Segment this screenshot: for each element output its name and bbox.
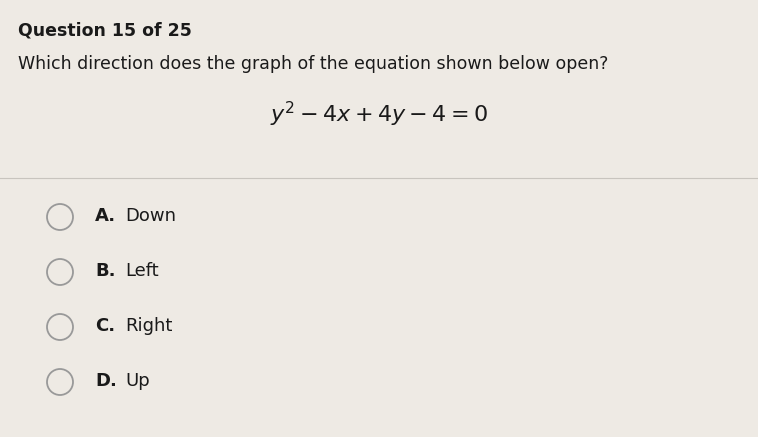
Text: B.: B. [95,262,115,280]
Text: D.: D. [95,372,117,390]
Text: Question 15 of 25: Question 15 of 25 [18,22,192,40]
Text: A.: A. [95,207,116,225]
Text: Up: Up [125,372,150,390]
Text: C.: C. [95,317,115,335]
Text: $\mathit{y}^{2}-4\mathit{x}+4\mathit{y}-4=0$: $\mathit{y}^{2}-4\mathit{x}+4\mathit{y}-… [270,100,488,129]
Text: Left: Left [125,262,158,280]
Text: Down: Down [125,207,176,225]
Text: Right: Right [125,317,172,335]
Text: Which direction does the graph of the equation shown below open?: Which direction does the graph of the eq… [18,55,609,73]
